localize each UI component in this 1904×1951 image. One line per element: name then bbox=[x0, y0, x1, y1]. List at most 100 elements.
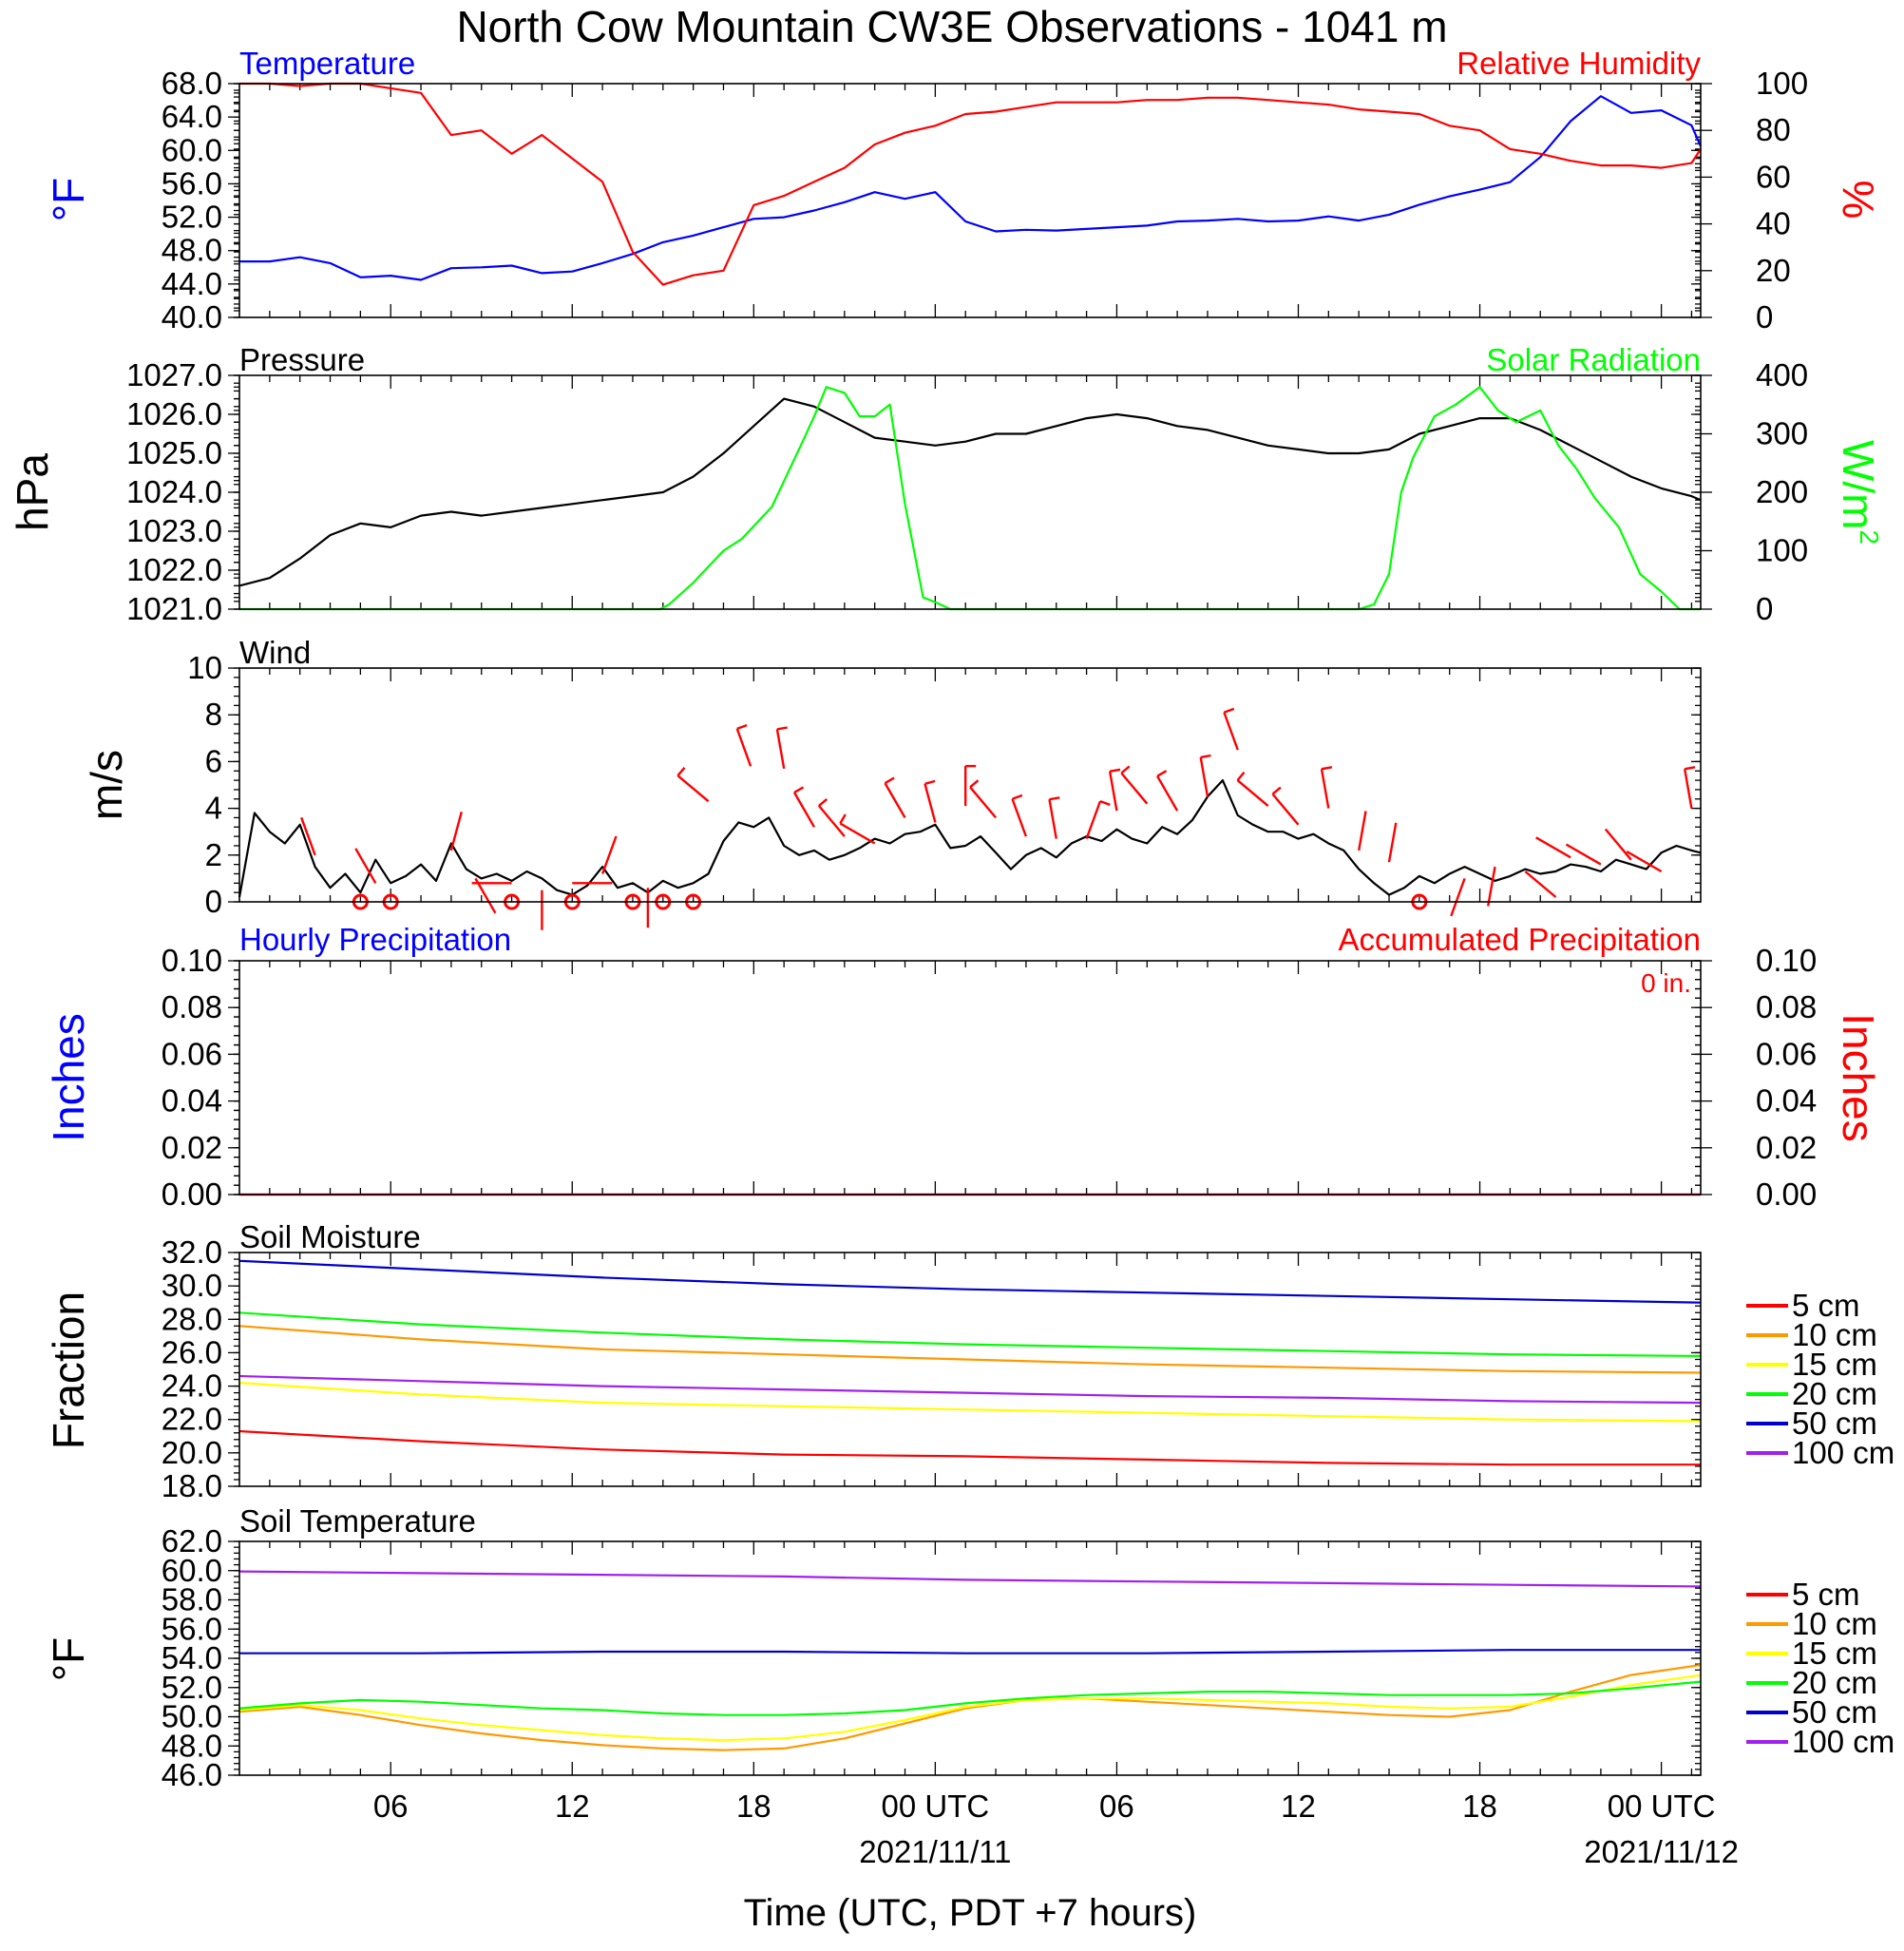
plot-frame-5 bbox=[238, 1252, 1702, 1487]
wind-barb bbox=[1085, 800, 1102, 840]
wind-barb bbox=[1199, 756, 1209, 797]
y-tick-label-right: 100 bbox=[1756, 533, 1808, 568]
panel-soil-moisture: Soil Moisture Fraction 32.030.028.026.02… bbox=[44, 1219, 1894, 1503]
y-tick-label: 44.0 bbox=[162, 266, 222, 301]
y-tick-label: 1023.0 bbox=[126, 513, 222, 548]
ylabel-temperature: °F bbox=[44, 178, 93, 222]
wind-barb bbox=[735, 728, 752, 767]
panel-precipitation: Hourly Precipitation Accumulated Precipi… bbox=[44, 922, 1883, 1212]
y-tick-label-right: 200 bbox=[1756, 474, 1808, 509]
x-tick-label: 18 bbox=[1462, 1788, 1497, 1824]
y-tick-label-right: 0.04 bbox=[1756, 1083, 1817, 1119]
wind-barb bbox=[1450, 877, 1466, 917]
series-line-10-cm bbox=[238, 1663, 1702, 1751]
y-tick-label: 1025.0 bbox=[126, 435, 222, 470]
ylabel-solar-base: W/m bbox=[1834, 440, 1883, 530]
legend-label: 5 cm bbox=[1792, 1288, 1860, 1323]
wind-barb bbox=[969, 786, 998, 819]
wind-barb bbox=[354, 848, 377, 884]
panel-title-wind: Wind bbox=[239, 635, 311, 670]
wind-barbs bbox=[300, 707, 1696, 930]
x-tick-label: 06 bbox=[1099, 1788, 1134, 1824]
y-axis-right-solar: 400 300 200 100 0 bbox=[234, 357, 1808, 626]
x-gridlines-2 bbox=[269, 375, 1693, 609]
y-tick-label: 22.0 bbox=[162, 1402, 222, 1437]
wind-barb bbox=[1358, 811, 1367, 851]
x-tick-label: 00 UTC bbox=[1608, 1788, 1716, 1824]
y-axis-left-pressure: 1027.0 1026.0 1025.0 1024.0 1023.0 1022.0 1021… bbox=[126, 357, 1701, 626]
series-line-100-cm bbox=[238, 1570, 1702, 1588]
wind-barb bbox=[1626, 850, 1663, 873]
x-axis-time: 06 12 18 00 UTC 06 12 18 00 UTC 2021/11/11 2021/1… bbox=[373, 1788, 1739, 1869]
y-tick-label-right: 300 bbox=[1756, 416, 1808, 451]
wind-barb bbox=[300, 816, 316, 856]
wind-barb bbox=[1684, 768, 1693, 809]
y-tick-label: 50.0 bbox=[162, 1699, 222, 1734]
series-line-20-cm bbox=[238, 1680, 1702, 1716]
y-tick-label: 68.0 bbox=[162, 66, 222, 101]
wind-barb bbox=[1524, 870, 1557, 898]
series-line-10-cm bbox=[238, 1325, 1702, 1374]
x-tick-label: 18 bbox=[736, 1788, 771, 1824]
wind-barb-flag bbox=[1223, 707, 1235, 714]
wind-barb-flag bbox=[1156, 770, 1168, 777]
y-tick-label: 30.0 bbox=[162, 1268, 222, 1303]
wind-barb bbox=[1236, 779, 1269, 808]
wind-barb-flag bbox=[969, 779, 980, 789]
legend-label: 100 cm bbox=[1792, 1435, 1894, 1470]
legend-label: 100 cm bbox=[1792, 1724, 1894, 1759]
y-tick-label: 46.0 bbox=[162, 1757, 222, 1792]
wind-barb bbox=[1604, 828, 1632, 861]
y-tick-label: 24.0 bbox=[162, 1368, 222, 1404]
accumulated-precip-total: 0 in. bbox=[1641, 968, 1691, 998]
legend-label: 20 cm bbox=[1792, 1665, 1877, 1700]
y-tick-label: 26.0 bbox=[162, 1334, 222, 1369]
wind-barb-flag bbox=[1120, 765, 1131, 775]
panel-title-hourly-precip: Hourly Precipitation bbox=[239, 922, 511, 957]
y-tick-label-right: 0.02 bbox=[1756, 1130, 1817, 1165]
y-tick-label-right: 20 bbox=[1756, 253, 1791, 288]
panel-title-soil-moisture: Soil Moisture bbox=[239, 1219, 421, 1254]
wind-barb-flag bbox=[1200, 754, 1211, 759]
y-tick-label-right: 40 bbox=[1756, 206, 1791, 241]
wind-barb bbox=[1387, 822, 1398, 863]
y-tick-label: 62.0 bbox=[162, 1523, 222, 1559]
y-tick-label-right: 0.00 bbox=[1756, 1176, 1817, 1212]
series-wind bbox=[238, 778, 1702, 898]
series-soil-moisture bbox=[238, 1259, 1702, 1466]
y-tick-label: 0.08 bbox=[162, 989, 222, 1024]
series-line-15-cm bbox=[238, 1382, 1702, 1423]
series-line-15-cm bbox=[238, 1674, 1702, 1742]
y-tick-label-right: 0 bbox=[1756, 299, 1773, 335]
y-tick-label: 1024.0 bbox=[126, 474, 222, 509]
y-tick-label-right: 400 bbox=[1756, 357, 1808, 392]
legend-label: 10 cm bbox=[1792, 1606, 1877, 1641]
y-tick-label-right: 0.06 bbox=[1756, 1036, 1817, 1071]
series-pressure-solar bbox=[238, 386, 1702, 611]
y-axis-left-soil-moisture: 32.030.028.026.024.022.020.018.0 bbox=[162, 1234, 1701, 1503]
y-tick-label: 4 bbox=[205, 791, 222, 826]
plot-frame-4 bbox=[238, 960, 1702, 1195]
series-line-50-cm bbox=[238, 1259, 1702, 1304]
wind-barb bbox=[449, 811, 463, 851]
ylabel-pressure: hPa bbox=[8, 453, 57, 531]
panel-temperature-humidity: Temperature Relative Humidity °F % 68.06… bbox=[44, 46, 1883, 335]
figure-title: North Cow Mountain CW3E Observations - 1… bbox=[456, 2, 1447, 51]
y-tick-label-right: 0.08 bbox=[1756, 989, 1817, 1024]
wind-barb-flag bbox=[1012, 794, 1023, 800]
y-tick-label-right: 0 bbox=[1756, 591, 1773, 626]
y-tick-label: 0.06 bbox=[162, 1036, 222, 1071]
legend-label: 20 cm bbox=[1792, 1376, 1877, 1411]
y-tick-label-right: 60 bbox=[1756, 159, 1791, 194]
wind-barb bbox=[817, 805, 846, 837]
y-tick-label: 56.0 bbox=[162, 165, 222, 201]
y-tick-label: 60.0 bbox=[162, 1553, 222, 1588]
x-gridlines-6 bbox=[269, 1541, 1693, 1775]
y-tick-label: 58.0 bbox=[162, 1582, 222, 1617]
wind-barb bbox=[676, 775, 710, 803]
wind-barb bbox=[775, 729, 786, 770]
wind-barb-flag bbox=[839, 813, 847, 825]
wind-barb bbox=[1565, 843, 1602, 866]
wind-barb-flag bbox=[1099, 799, 1111, 807]
